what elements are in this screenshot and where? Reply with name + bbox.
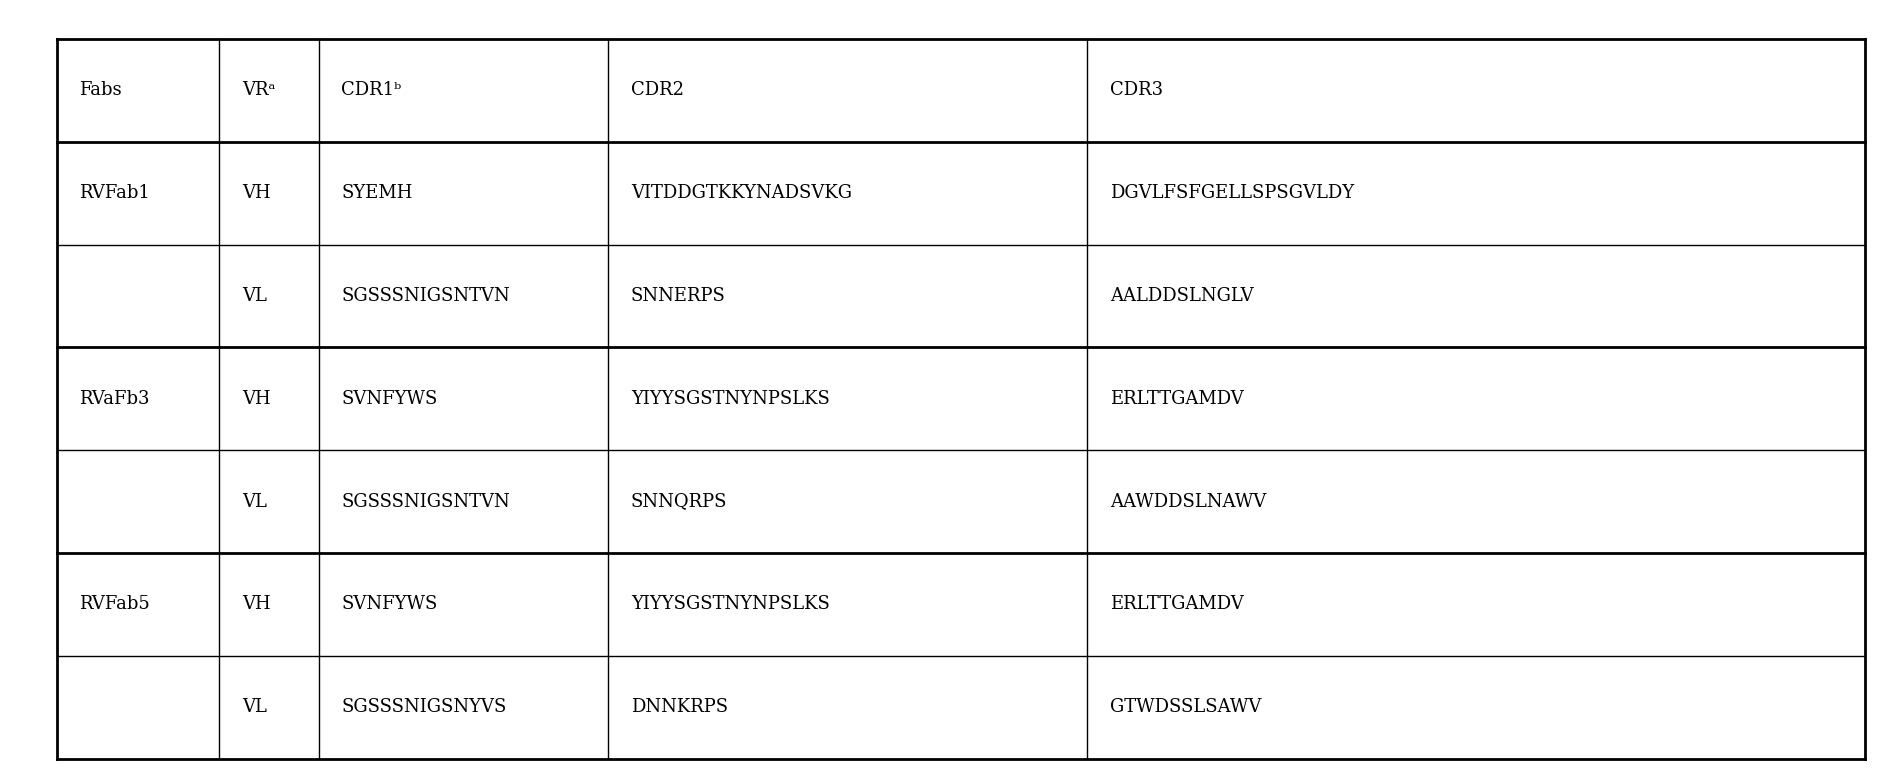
Text: SGSSSNIGSNTVN: SGSSSNIGSNTVN xyxy=(341,493,511,511)
Text: YIYYSGSTNYNPSLKS: YIYYSGSTNYNPSLKS xyxy=(631,595,829,613)
Text: RVFab5: RVFab5 xyxy=(79,595,151,613)
Text: AAWDDSLNAWV: AAWDDSLNAWV xyxy=(1110,493,1266,511)
Text: RVaFb3: RVaFb3 xyxy=(79,389,149,408)
Text: Fabs: Fabs xyxy=(79,81,122,99)
Text: SGSSSNIGSNTVN: SGSSSNIGSNTVN xyxy=(341,287,511,305)
Text: CDR1ᵇ: CDR1ᵇ xyxy=(341,81,401,99)
Text: SVNFYWS: SVNFYWS xyxy=(341,389,437,408)
Text: AALDDSLNGLV: AALDDSLNGLV xyxy=(1110,287,1253,305)
Text: DNNKRPS: DNNKRPS xyxy=(631,698,727,716)
Text: VL: VL xyxy=(241,698,268,716)
Text: VL: VL xyxy=(241,493,268,511)
Text: VRᵃ: VRᵃ xyxy=(241,81,275,99)
Text: SNNQRPS: SNNQRPS xyxy=(631,493,727,511)
Text: SYEMH: SYEMH xyxy=(341,185,413,203)
Text: VH: VH xyxy=(241,389,271,408)
Text: VL: VL xyxy=(241,287,268,305)
Text: VITDDGTKKYNADSVKG: VITDDGTKKYNADSVKG xyxy=(631,185,852,203)
Text: SGSSSNIGSNYVS: SGSSSNIGSNYVS xyxy=(341,698,507,716)
Text: DGVLFSFGELLSPSGVLDY: DGVLFSFGELLSPSGVLDY xyxy=(1110,185,1355,203)
Text: ERLTTGAMDV: ERLTTGAMDV xyxy=(1110,595,1243,613)
Text: CDR3: CDR3 xyxy=(1110,81,1162,99)
Text: RVFab1: RVFab1 xyxy=(79,185,151,203)
Text: VH: VH xyxy=(241,185,271,203)
Text: YIYYSGSTNYNPSLKS: YIYYSGSTNYNPSLKS xyxy=(631,389,829,408)
Text: SNNERPS: SNNERPS xyxy=(631,287,725,305)
Text: VH: VH xyxy=(241,595,271,613)
Text: GTWDSSLSAWV: GTWDSSLSAWV xyxy=(1110,698,1262,716)
Text: ERLTTGAMDV: ERLTTGAMDV xyxy=(1110,389,1243,408)
Text: CDR2: CDR2 xyxy=(631,81,684,99)
Text: SVNFYWS: SVNFYWS xyxy=(341,595,437,613)
